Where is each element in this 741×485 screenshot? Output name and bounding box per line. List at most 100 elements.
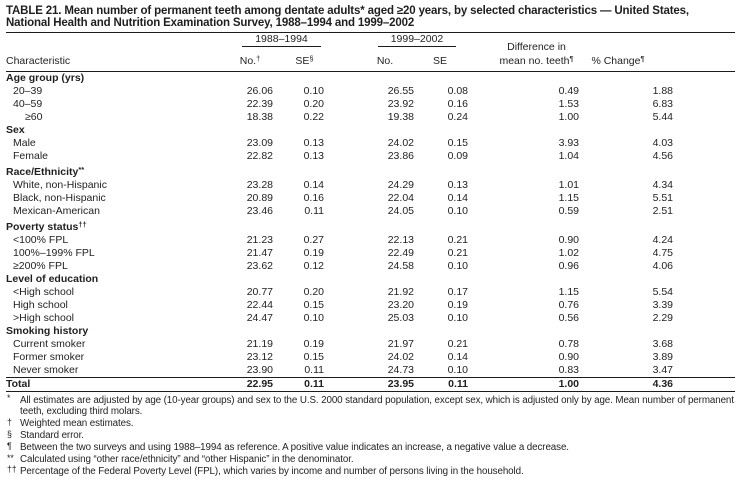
row-label: Male bbox=[13, 136, 36, 149]
column-header-se-1988: SE§ bbox=[279, 50, 330, 72]
cell-no-1988: 24.47 bbox=[246, 311, 273, 324]
row-label: Former smoker bbox=[13, 350, 85, 363]
cell-se-1988: 0.20 bbox=[303, 285, 324, 298]
footnote-item: ** Calculated using “other race/ethnicity… bbox=[6, 453, 738, 466]
cell-difference: 1.04 bbox=[558, 149, 579, 162]
table-row: <High school 20.77 0.20 21.92 0.17 1.15 5.54 bbox=[6, 286, 735, 299]
filler-cell bbox=[679, 98, 735, 111]
cell-se-1999: 0.17 bbox=[447, 285, 468, 298]
row-label: Total bbox=[6, 376, 233, 392]
cell-se-1999: 0.10 bbox=[447, 311, 468, 324]
cell-se-1988: 0.20 bbox=[303, 97, 324, 110]
table-row: 20–39 26.06 0.10 26.55 0.08 0.49 1.88 bbox=[6, 85, 735, 98]
cell-difference: 0.76 bbox=[558, 298, 579, 311]
row-label: Current smoker bbox=[13, 337, 86, 350]
cell-no-1999: 24.29 bbox=[387, 178, 414, 191]
filler-cell bbox=[679, 192, 735, 205]
row-label: Level of education bbox=[6, 272, 99, 285]
footnote-marker: * bbox=[7, 393, 11, 403]
cell-se-1999: 0.10 bbox=[447, 259, 468, 272]
cell-difference: 3.93 bbox=[558, 136, 579, 149]
cell-difference: 1.00 bbox=[474, 376, 585, 392]
cell-pct-change: 2.29 bbox=[652, 311, 673, 324]
cell-se-1999: 0.21 bbox=[447, 233, 468, 246]
filler-cell bbox=[679, 179, 735, 192]
cell-se-1999: 0.14 bbox=[447, 350, 468, 363]
row-label: Never smoker bbox=[13, 363, 79, 376]
cell-pct-change: 3.39 bbox=[652, 298, 673, 311]
filler-cell bbox=[679, 111, 735, 124]
cell-no-1999: 22.49 bbox=[387, 246, 414, 259]
filler-cell bbox=[679, 85, 735, 98]
cell-se-1988: 0.11 bbox=[304, 204, 324, 217]
filler-cell bbox=[679, 338, 735, 351]
cell-se-1999: 0.10 bbox=[447, 204, 468, 217]
cell-se-1988: 0.19 bbox=[303, 246, 324, 259]
row-label: Poverty status†† bbox=[6, 219, 87, 233]
section-row: Level of education bbox=[6, 273, 735, 286]
cell-no-1999: 23.20 bbox=[387, 298, 414, 311]
table-row: ≥200% FPL 23.62 0.12 24.58 0.10 0.96 4.06 bbox=[6, 260, 735, 273]
footnote-item: † Weighted mean estimates. bbox=[6, 416, 738, 430]
row-label: <High school bbox=[13, 285, 74, 298]
cell-no-1999: 25.03 bbox=[387, 311, 414, 324]
column-header-pct-change: % Change¶ bbox=[585, 33, 679, 72]
cell-difference: 1.00 bbox=[558, 110, 579, 123]
filler-cell bbox=[679, 299, 735, 312]
header-measure-row: No.† SE§ No. SE bbox=[6, 50, 735, 72]
cell-no-1999: 24.02 bbox=[387, 136, 414, 149]
cell-no-1988: 21.47 bbox=[246, 246, 273, 259]
footnote-marker: †† bbox=[7, 464, 17, 475]
table-body: Age group (yrs) 20–39 26.06 0.10 26.55 0.08 0.… bbox=[6, 71, 735, 392]
cell-pct-change: 6.83 bbox=[652, 97, 673, 110]
cell-pct-change: 2.51 bbox=[652, 204, 673, 217]
filler-cell bbox=[679, 364, 735, 378]
row-label: <100% FPL bbox=[13, 233, 69, 246]
cell-no-1988: 23.62 bbox=[246, 259, 273, 272]
cell-no-1988: 21.19 bbox=[246, 337, 273, 350]
header-spanner-row: Characteristic 1988–1994 1999–2002 Diffe… bbox=[6, 33, 735, 72]
cell-no-1999: 24.58 bbox=[387, 259, 414, 272]
cell-no-1999: 23.92 bbox=[387, 97, 414, 110]
column-group-1999-2002: 1999–2002 bbox=[330, 33, 474, 50]
cell-se-1988: 0.13 bbox=[303, 149, 324, 162]
footnote-marker-dagger: † bbox=[256, 54, 261, 63]
cell-no-1999: 21.92 bbox=[387, 285, 414, 298]
filler-cell bbox=[679, 247, 735, 260]
cell-difference: 0.90 bbox=[558, 350, 579, 363]
table-row: 40–59 22.39 0.20 23.92 0.16 1.53 6.83 bbox=[6, 98, 735, 111]
cell-no-1988: 22.82 bbox=[246, 149, 273, 162]
cell-se-1999: 0.11 bbox=[420, 376, 474, 392]
cell-pct-change: 4.03 bbox=[652, 136, 673, 149]
cell-pct-change: 5.54 bbox=[652, 285, 673, 298]
cell-pct-change: 4.06 bbox=[652, 259, 673, 272]
cell-difference: 1.15 bbox=[558, 285, 579, 298]
cell-pct-change: 4.56 bbox=[652, 149, 673, 162]
statistics-table: Characteristic 1988–1994 1999–2002 Diffe… bbox=[6, 33, 735, 392]
section-row: Race/Ethnicity** bbox=[6, 163, 735, 179]
filler-cell bbox=[679, 351, 735, 364]
cell-se-1999: 0.08 bbox=[447, 84, 468, 97]
cell-difference: 0.83 bbox=[558, 363, 579, 376]
cell-no-1988: 23.09 bbox=[246, 136, 273, 149]
footnote-marker: † bbox=[7, 416, 12, 427]
row-label: ≥200% FPL bbox=[13, 259, 68, 272]
table-row: High school 22.44 0.15 23.20 0.19 0.76 3.39 bbox=[6, 299, 735, 312]
cell-pct-change: 5.44 bbox=[652, 110, 673, 123]
cell-difference: 0.59 bbox=[558, 204, 579, 217]
footnote-marker-pilcrow: ¶ bbox=[640, 54, 645, 63]
filler-cell bbox=[679, 137, 735, 150]
cell-se-1999: 0.15 bbox=[447, 136, 468, 149]
table-row: Black, non-Hispanic 20.89 0.16 22.04 0.14 1.1… bbox=[6, 192, 735, 205]
table-title-line1: TABLE 21. Mean number of permanent teeth… bbox=[6, 5, 689, 17]
cell-pct-change: 5.51 bbox=[652, 191, 673, 204]
footnote-text: Calculated using “other race/ethnicity” … bbox=[20, 454, 354, 466]
cell-no-1988: 18.38 bbox=[246, 110, 273, 123]
cell-no-1999: 22.13 bbox=[387, 233, 414, 246]
footnote-item: ¶ Between the two surveys and using 1988–… bbox=[6, 441, 738, 454]
footnote-text: Percentage of the Federal Poverty Level … bbox=[20, 465, 524, 477]
cell-no-1999: 23.86 bbox=[387, 149, 414, 162]
cell-se-1988: 0.12 bbox=[303, 259, 324, 272]
cell-se-1999: 0.13 bbox=[447, 178, 468, 191]
filler-cell bbox=[679, 234, 735, 247]
